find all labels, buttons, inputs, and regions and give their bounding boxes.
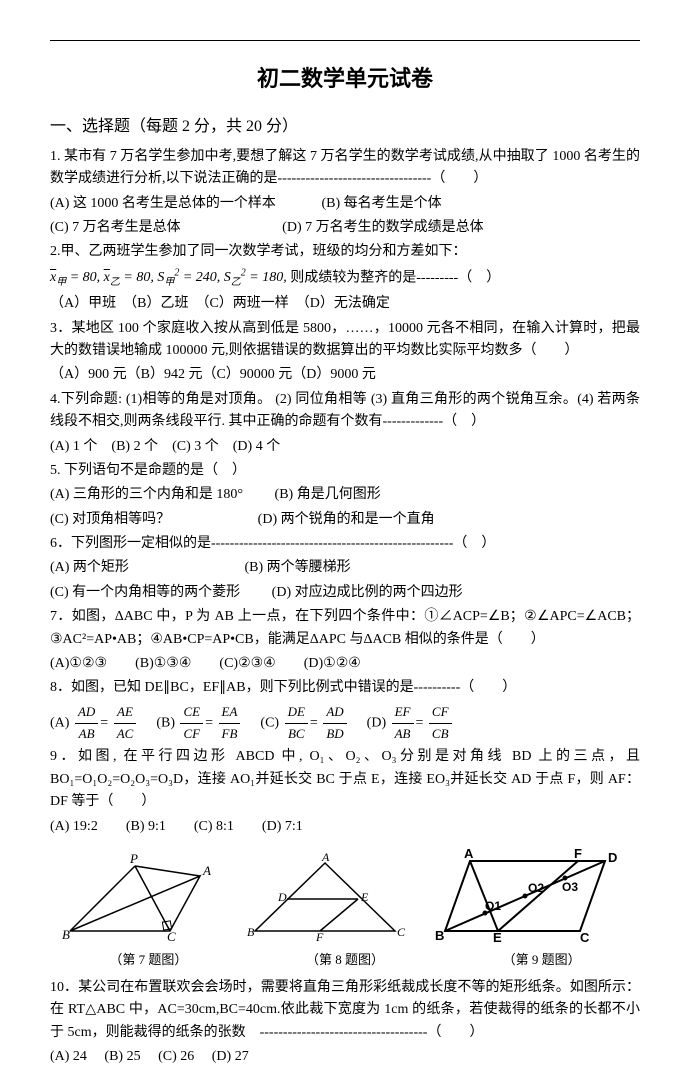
q8-opt-d: (D) EFAB= CFCB <box>367 702 454 745</box>
q7-opts: (A)①②③ (B)①③④ (C)②③④ (D)①②④ <box>50 653 640 675</box>
q5-opts2: (C) 对顶角相等吗？ (D) 两个锐角的和是一个直角 <box>50 509 640 531</box>
q6-text: 6．下列图形一定相似的是----------------------------… <box>50 533 640 555</box>
q10-opts: (A) 24 (B) 25 (C) 26 (D) 27 <box>50 1046 640 1068</box>
cap7: （第 7 题图） <box>109 950 187 971</box>
q6-opt-c: (C) 有一个内角相等的两个菱形 <box>50 585 240 600</box>
fig9-svg: A F D B E C O1 O2 O3 <box>430 846 630 946</box>
q5-opt-a: (A) 三角形的三个内角和是 180° <box>50 487 243 502</box>
q4-opts: (A) 1 个 (B) 2 个 (C) 3 个 (D) 4 个 <box>50 436 640 458</box>
q10-text: 10．某公司在布置联欢会会场时，需要将直角三角形彩纸裁成长度不等的矩形纸条。如图… <box>50 977 640 1044</box>
q8-opt-c: (C) DEBC= ADBD <box>260 702 348 745</box>
svg-text:E: E <box>360 890 369 904</box>
figure-captions: （第 7 题图） （第 8 题图） （第 9 题图） <box>50 950 640 971</box>
figure-row: P A B C A D E B F C A F D B E C O1 O2 O3 <box>50 846 640 946</box>
svg-text:F: F <box>574 846 582 861</box>
q6-opts1: (A) 两个矩形 (B) 两个等腰梯形 <box>50 557 640 579</box>
svg-text:D: D <box>277 890 287 904</box>
q1-text: 1. 某市有 7 万名学生参加中考,要想了解这 7 万名学生的数学考试成绩,从中… <box>50 146 640 191</box>
cap9: （第 9 题图） <box>503 950 581 971</box>
q5-text: 5. 下列语句不是命题的是（ ） <box>50 460 640 482</box>
svg-text:E: E <box>493 930 502 945</box>
q5-opt-b: (B) 角是几何图形 <box>275 487 381 502</box>
q3-opts: （A）900 元（B）942 元（C）90000 元（D）9000 元 <box>50 364 640 386</box>
svg-text:O3: O3 <box>562 880 578 894</box>
q1-opt-a: (A) 这 1000 名考生是总体的一个样本 <box>50 196 276 211</box>
svg-text:B: B <box>435 928 444 943</box>
q9-text: 9．如图, 在平行四边形 ABCD 中, O₁、O₂、O₃分别是对角线 BD 上… <box>50 746 640 813</box>
svg-text:O1: O1 <box>485 899 501 913</box>
q6-opt-d: (D) 对应边成比例的两个四边形 <box>272 585 463 600</box>
svg-text:O2: O2 <box>528 881 544 895</box>
q1-opt-b: (B) 每名考生是个体 <box>321 196 441 211</box>
q6-opt-a: (A) 两个矩形 <box>50 560 129 575</box>
svg-text:C: C <box>397 925 406 939</box>
q9-opts: (A) 19:2 (B) 9:1 (C) 8:1 (D) 7:1 <box>50 816 640 838</box>
svg-text:D: D <box>608 850 617 865</box>
q6-opts2: (C) 有一个内角相等的两个菱形 (D) 对应边成比例的两个四边形 <box>50 582 640 604</box>
svg-text:A: A <box>321 851 330 864</box>
top-rule <box>50 40 640 41</box>
fig7-svg: P A B C <box>60 851 220 941</box>
cap8: （第 8 题图） <box>306 950 384 971</box>
q1-opt-c: (C) 7 万名考生是总体 <box>50 220 181 235</box>
section-heading: 一、选择题（每题 2 分，共 20 分） <box>50 114 640 140</box>
svg-text:P: P <box>129 851 138 866</box>
q7-text: 7．如图，ΔABC 中，P 为 AB 上一点，在下列四个条件中：①∠ACP=∠B… <box>50 606 640 651</box>
q8-opt-b: (B) CECF= EAFB <box>156 702 242 745</box>
q2-formula: x甲 = 80, x乙 = 80, S甲2 = 240, S乙2 = 180, … <box>50 266 640 291</box>
svg-text:B: B <box>247 925 255 939</box>
svg-text:A: A <box>464 846 474 861</box>
q5-opt-c: (C) 对顶角相等吗？ <box>50 512 170 527</box>
q1-opts: (A) 这 1000 名考生是总体的一个样本 (B) 每名考生是个体 <box>50 193 640 215</box>
svg-text:B: B <box>62 927 70 941</box>
svg-text:C: C <box>167 929 176 941</box>
svg-text:C: C <box>580 930 590 945</box>
q5-opt-d: (D) 两个锐角的和是一个直角 <box>258 512 435 527</box>
svg-text:F: F <box>315 930 324 941</box>
q4-text: 4.下列命题: (1)相等的角是对顶角。 (2) 同位角相等 (3) 直角三角形… <box>50 389 640 434</box>
q2-tail: 则成绩较为整齐的是---------（ ） <box>290 270 500 285</box>
q8-text: 8．如图，已知 DE∥BC，EF∥AB，则下列比例式中错误的是---------… <box>50 677 640 699</box>
fig8-svg: A D E B F C <box>240 851 410 941</box>
q8-opts: (A) ADAB= AEAC (B) CECF= EAFB (C) DEBC= … <box>50 702 640 745</box>
q2-text: 2.甲、乙两班学生参加了同一次数学考试，班级的均分和方差如下： <box>50 241 640 263</box>
q1-opts2: (C) 7 万名考生是总体 (D) 7 万名考生的数学成绩是总体 <box>50 217 640 239</box>
q1-opt-d: (D) 7 万名考生的数学成绩是总体 <box>282 220 483 235</box>
q8-opt-a: (A) ADAB= AEAC <box>50 702 138 745</box>
page-title: 初二数学单元试卷 <box>50 61 640 96</box>
q6-opt-b: (B) 两个等腰梯形 <box>244 560 350 575</box>
q2-opts: （A）甲班 （B）乙班 （C）两班一样 （D）无法确定 <box>50 293 640 315</box>
svg-text:A: A <box>202 863 211 878</box>
q5-opts1: (A) 三角形的三个内角和是 180° (B) 角是几何图形 <box>50 484 640 506</box>
q3-text: 3．某地区 100 个家庭收入按从高到低是 5800，……，10000 元各不相… <box>50 318 640 363</box>
